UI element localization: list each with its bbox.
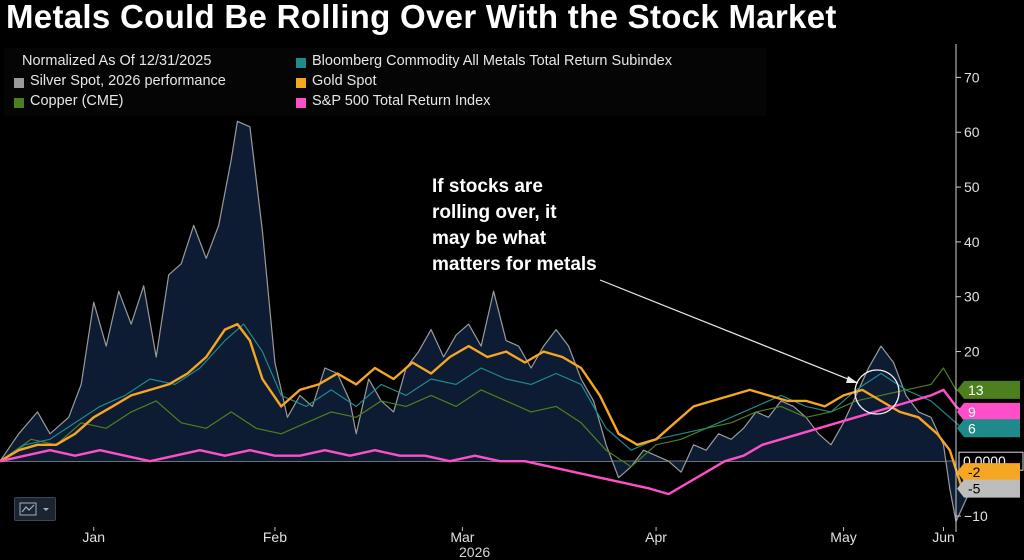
y-tick-label: −10 [964,508,988,524]
end-value-labels: 13 96 -2-5 [957,380,1020,498]
x-tick-label: Mar [450,529,474,545]
annotation-line: may be what [432,228,547,249]
legend: Normalized As Of 12/31/2025 Silver Spot,… [4,48,766,116]
end-label: -5 [957,479,1020,498]
annotation-arrowhead [846,376,858,383]
year-label: 2026 [459,544,491,560]
y-tick-label: 50 [964,179,980,195]
legend-label-gold: Gold Spot [312,73,377,89]
annotation-circle [854,369,900,415]
y-tick-label: 70 [964,69,980,85]
legend-header: Normalized As Of 12/31/2025 [22,53,212,69]
x-tick-label: Apr [645,529,667,545]
end-label-box [957,419,1020,438]
end-label-box [957,463,1020,482]
end-label: 13 [957,380,1020,399]
annotation-line: matters for metals [432,254,597,275]
legend-swatch-bcom-metals [296,58,306,68]
y-tick-label: 60 [964,124,980,140]
x-tick-label: May [830,529,856,545]
end-label: -2 [957,463,1020,482]
x-tick-label: Jun [932,529,955,545]
series-line-bcom-metals [0,323,982,462]
line-chart-icon [19,502,49,516]
end-label-text: -5 [968,481,981,497]
end-label-text: -2 [968,464,981,480]
annotation-line: If stocks are [432,176,543,197]
series-lines [0,120,982,523]
annotation-line: rolling over, it [432,202,557,223]
end-label-text: 13 [968,382,984,398]
end-label-box [957,380,1020,399]
end-label-text: 6 [968,420,976,436]
series-line-sp500 [0,388,982,496]
end-label-box [957,479,1020,498]
legend-swatch-sp500 [296,98,306,108]
legend-label-sp500: S&P 500 Total Return Index [312,93,491,109]
end-label: 6 [957,419,1020,438]
y-tick-label: 40 [964,234,980,250]
legend-swatch-silver [14,78,24,88]
annotation-callout [599,279,900,415]
annotation-arrow [599,279,859,384]
end-label-text: 9 [968,404,976,420]
end-label-box [957,402,1020,421]
chart-type-button[interactable] [14,497,56,521]
legend-label-bcom-metals: Bloomberg Commodity All Metals Total Ret… [312,53,672,69]
annotation-text: If stocks are rolling over, it may be wh… [432,174,692,278]
end-label: 9 [957,402,1020,421]
legend-label-silver: Silver Spot, 2026 performance [30,73,226,89]
chart-title: Metals Could Be Rolling Over With the St… [6,0,837,35]
series-line-gold [0,322,981,490]
series-line-copper [0,367,982,468]
y-tick-label: 20 [964,344,980,360]
series-line-silver [0,120,982,523]
x-tick-label: Jan [82,529,105,545]
legend-label-copper: Copper (CME) [30,93,124,109]
chevron-down-icon [43,508,49,511]
y-tick-label: 30 [964,289,980,305]
x-axis: Jan Feb Mar Apr May Jun [82,527,955,545]
x-tick-label: Feb [263,529,287,545]
legend-swatch-gold [296,78,306,88]
legend-swatch-copper [14,98,24,108]
